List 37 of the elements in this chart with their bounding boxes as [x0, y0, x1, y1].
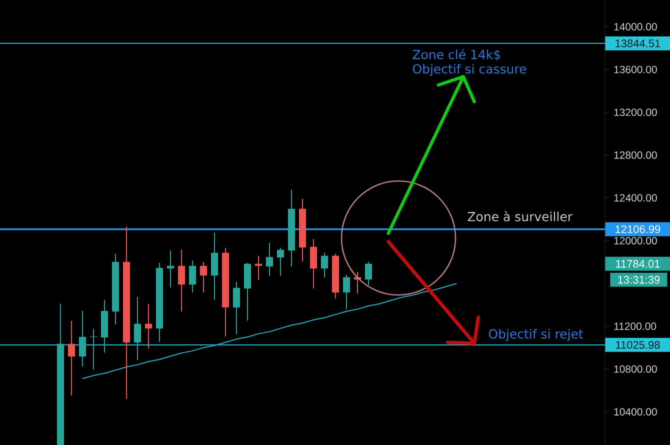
candlestick [200, 261, 208, 293]
candlestick [232, 281, 240, 334]
y-tick-label: 12000.00 [614, 236, 657, 244]
candlestick [276, 247, 284, 276]
candlestick [342, 274, 350, 310]
candlestick [254, 255, 262, 280]
y-tick-label: 11200.00 [614, 322, 656, 330]
y-tick-label: 13600.00 [614, 66, 657, 74]
candlestick [90, 328, 98, 370]
annotation: Objectif si cassure [412, 64, 526, 76]
ref-line-label: 11025.98 [616, 340, 660, 349]
text: 11784.01 [616, 260, 660, 268]
candlestick [178, 249, 186, 312]
y-tick-label: 14000.00 [614, 23, 657, 30]
y-tick-label: 13200.00 [614, 108, 657, 116]
candlestick [144, 303, 152, 350]
candlestick [364, 261, 372, 286]
annotation: Zone clé 14k$ [412, 49, 500, 61]
y-tick-label: 12800.00 [614, 151, 657, 159]
candlestick [210, 232, 218, 300]
candlestick [134, 296, 142, 360]
text: 13:31:39 [618, 276, 660, 284]
candlestick [266, 242, 274, 276]
candlestick [188, 260, 196, 293]
ref-line-label: 12106.99 [616, 225, 660, 234]
y-tick-label: 10800.00 [614, 365, 657, 373]
candlestick [166, 250, 174, 288]
ref-line-label: 13844.51 [616, 39, 660, 48]
annotation: Objectif si rejet [488, 328, 584, 342]
candlestick [320, 252, 328, 278]
candlestick [310, 238, 318, 289]
candlestick [78, 310, 86, 368]
annotation: Zone à surveiller [468, 211, 573, 222]
candlestick [68, 320, 76, 396]
line-series [82, 282, 458, 380]
y-tick-label: 12400.00 [614, 194, 657, 202]
y-tick-label: 10400.00 [614, 408, 657, 416]
